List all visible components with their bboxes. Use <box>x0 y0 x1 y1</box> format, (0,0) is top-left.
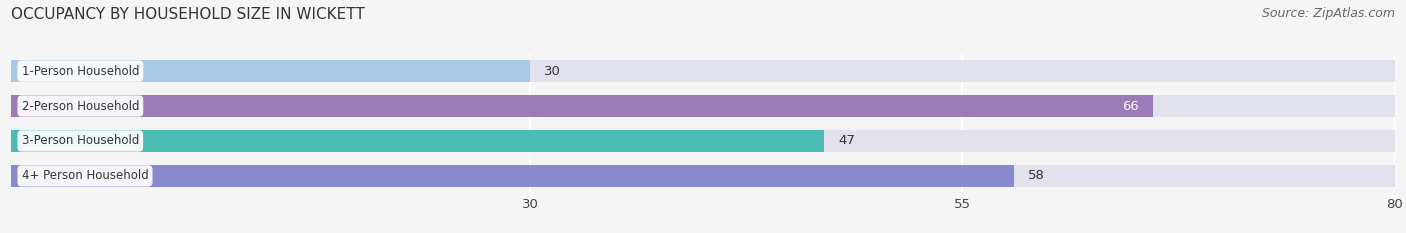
Bar <box>11 165 1014 187</box>
Text: 3-Person Household: 3-Person Household <box>21 134 139 147</box>
Text: 47: 47 <box>838 134 855 147</box>
Bar <box>11 165 1395 187</box>
Bar <box>11 130 824 152</box>
Text: 66: 66 <box>1122 99 1139 113</box>
Bar <box>11 95 1153 117</box>
Bar <box>11 95 1395 117</box>
Bar <box>11 60 1395 82</box>
Text: 4+ Person Household: 4+ Person Household <box>21 169 149 182</box>
Text: 2-Person Household: 2-Person Household <box>21 99 139 113</box>
Bar <box>11 130 1395 152</box>
Text: 1-Person Household: 1-Person Household <box>21 65 139 78</box>
Text: Source: ZipAtlas.com: Source: ZipAtlas.com <box>1261 7 1395 20</box>
Bar <box>11 60 530 82</box>
Text: 30: 30 <box>544 65 561 78</box>
Text: OCCUPANCY BY HOUSEHOLD SIZE IN WICKETT: OCCUPANCY BY HOUSEHOLD SIZE IN WICKETT <box>11 7 366 22</box>
Text: 58: 58 <box>1028 169 1045 182</box>
